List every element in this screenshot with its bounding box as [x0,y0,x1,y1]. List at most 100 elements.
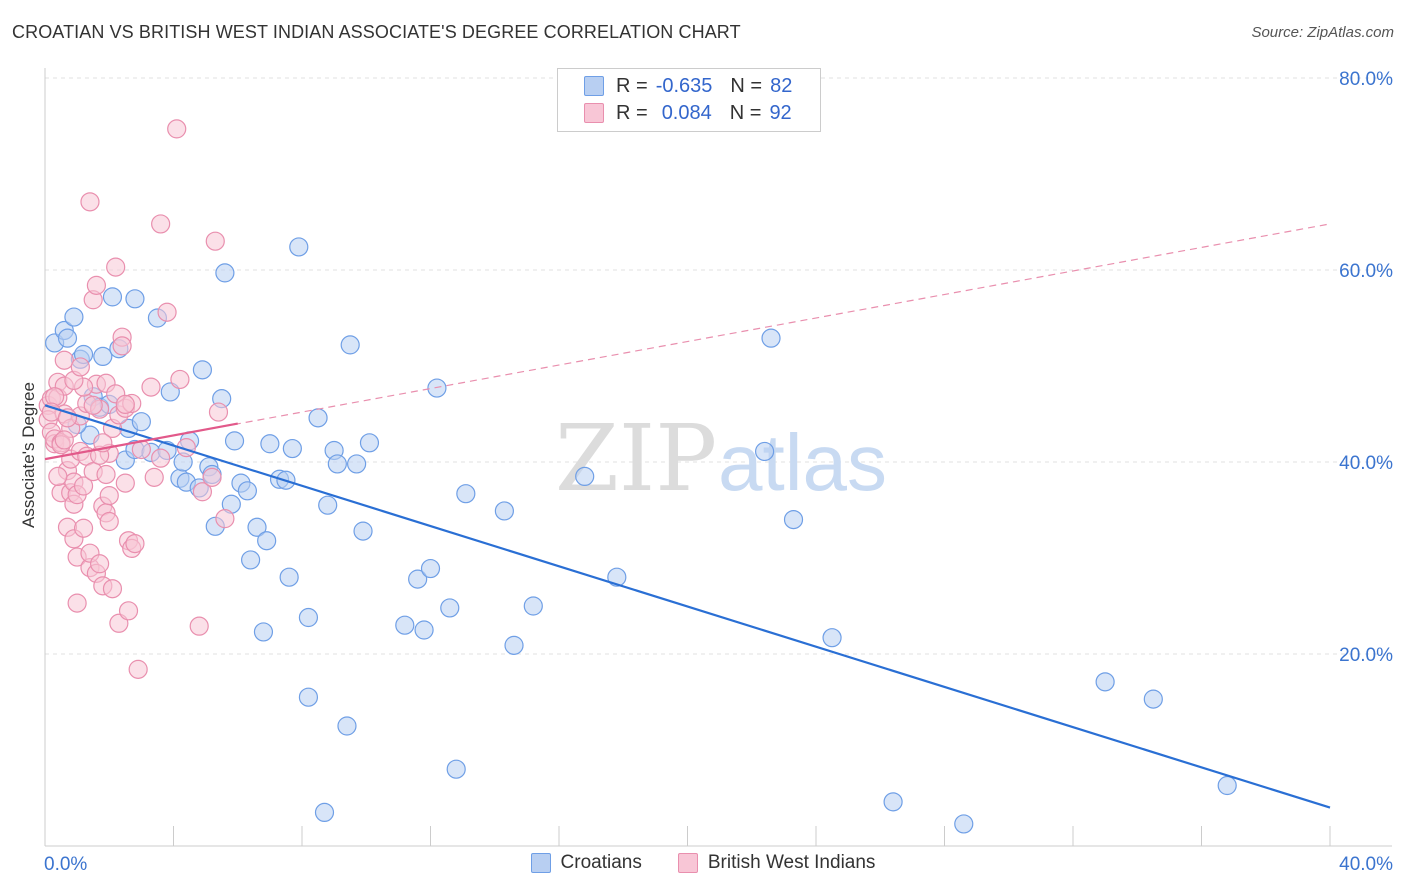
legend-r-label: R = [616,74,648,97]
data-point [151,214,171,234]
legend-r-value: -0.635 [655,74,713,97]
data-point [112,336,132,356]
legend-r-label: R = [616,101,648,124]
data-point [70,357,90,377]
data-point [456,484,476,504]
data-point [205,231,225,251]
source-label: Source: ZipAtlas.com [1251,24,1394,41]
data-point [318,495,338,515]
axis-ticks: 20.0% 40.0% 60.0% 80.0% 0.0% 40.0% [44,69,1393,875]
data-point [504,635,524,655]
data-point [523,596,543,616]
data-point [115,473,135,493]
croatians-points [45,237,1237,834]
data-point [1217,775,1237,796]
data-point [260,434,280,454]
y-tick-label: 40.0% [1339,453,1393,474]
croatians-legend-swatch [530,853,551,873]
data-point [125,533,145,554]
data-point [327,454,347,474]
data-point [353,521,373,541]
data-point [954,814,974,834]
data-point [446,759,466,779]
data-point [83,395,103,415]
data-point [54,350,74,370]
data-point [494,501,514,521]
watermark-atlas: atlas [718,418,887,507]
legend-item-croatians[interactable]: Croatians [530,852,642,874]
data-point [883,792,903,812]
british-west-indians-swatch [584,103,604,123]
legend-item-label: British West Indians [707,852,876,873]
data-point [131,412,151,432]
data-point [93,346,113,366]
data-point [247,517,267,537]
data-point [128,659,148,679]
data-point [86,275,107,295]
data-point [54,430,74,450]
data-point [67,593,87,613]
data-point [141,377,161,397]
data-point [289,237,309,257]
trend-lines [44,223,1331,809]
data-point [237,481,257,501]
data-point [48,466,68,486]
data-point [408,569,428,589]
data-point [308,408,328,428]
watermark-zip: ZIP [555,405,717,512]
legend-item-label: Croatians [560,852,642,873]
data-point [157,302,177,322]
x-tick-label: 0.0% [44,854,87,875]
trend-line-dashed [44,223,1331,460]
data-point [427,378,447,398]
data-point [420,558,441,579]
legend-n-label: N = [729,101,762,124]
data-point [167,119,187,139]
y-tick-label: 60.0% [1339,261,1393,282]
data-point [298,687,319,707]
legend-n-value: 92 [769,101,792,124]
data-point [1143,689,1163,709]
data-point [192,482,213,502]
croatians-swatch [584,76,604,96]
data-point [208,402,229,422]
data-point [279,567,299,587]
data-point [1095,672,1115,692]
data-point [99,511,119,532]
data-point [170,369,190,390]
data-point [241,550,261,570]
data-point [298,607,319,628]
data-point [754,441,775,462]
data-point [192,360,213,380]
legend-item-british-west-indians[interactable]: British West Indians [677,852,876,874]
series-legend: Croatians British West Indians [0,852,1406,874]
data-point [99,486,119,506]
chart-title: CROATIAN VS BRITISH WEST INDIAN ASSOCIAT… [12,22,741,42]
data-point [202,467,222,487]
data-point [257,531,277,551]
data-point [64,307,84,327]
data-point [282,438,302,459]
data-point [115,394,135,414]
data-point [340,335,360,355]
data-point [440,598,460,618]
data-point [118,601,139,621]
data-point [822,628,842,648]
legend-row-british-west-indians: R = 0.084 N = 92 [584,100,792,126]
data-point [189,616,209,636]
data-point [253,622,274,642]
data-point [347,454,367,474]
data-point [90,554,110,574]
data-point [215,509,235,529]
y-tick-label: 80.0% [1339,69,1393,90]
x-tick-label: 40.0% [1339,854,1393,875]
data-point [125,289,145,309]
data-point [414,620,434,640]
data-point [314,802,335,823]
british-west-indians-legend-swatch [677,853,698,873]
data-point [57,328,78,348]
data-point [224,431,245,451]
data-point [106,257,126,277]
data-point [359,433,380,453]
